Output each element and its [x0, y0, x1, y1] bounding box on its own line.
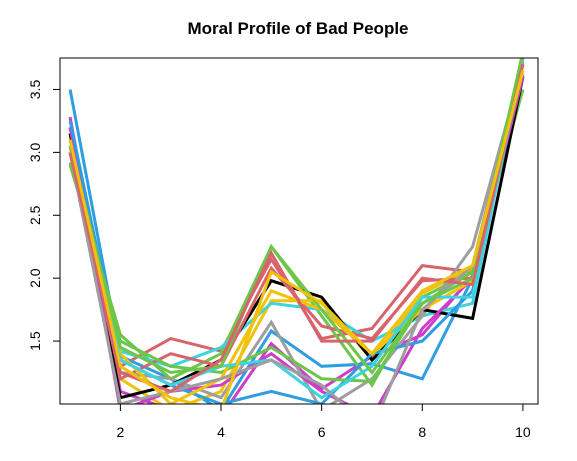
y-tick-label: 3.0	[27, 142, 43, 162]
series-line-18	[68, 70, 525, 404]
series-line-1	[68, 63, 525, 369]
x-tick-label: 10	[515, 424, 531, 440]
y-tick-label: 3.5	[27, 80, 43, 100]
y-tick-label: 2.0	[27, 268, 43, 288]
x-tick-label: 2	[116, 424, 124, 440]
y-tick-label: 2.5	[27, 205, 43, 225]
series-line-11	[68, 61, 525, 404]
series-line-12	[68, 70, 525, 383]
series-line-16	[68, 58, 524, 375]
series-line-5	[68, 70, 525, 404]
series-line-9	[68, 63, 525, 381]
chart-title: Moral Profile of Bad People	[187, 19, 408, 38]
y-tick-label: 1.5	[27, 331, 43, 351]
x-tick-label: 4	[217, 424, 225, 440]
series-line-4	[68, 89, 525, 388]
x-axis: 2 4 6 8 10	[116, 403, 531, 440]
y-axis: 1.5 2.0 2.5 3.0 3.5	[27, 80, 61, 351]
series-layer	[68, 58, 525, 404]
series-line-13	[68, 63, 525, 404]
x-tick-label: 6	[318, 424, 326, 440]
x-tick-label: 8	[418, 424, 426, 440]
series-line-15	[68, 58, 525, 404]
series-line-7	[68, 63, 525, 404]
series-line-6	[68, 58, 525, 368]
series-line-14	[68, 61, 525, 400]
series-line-17	[68, 63, 525, 394]
